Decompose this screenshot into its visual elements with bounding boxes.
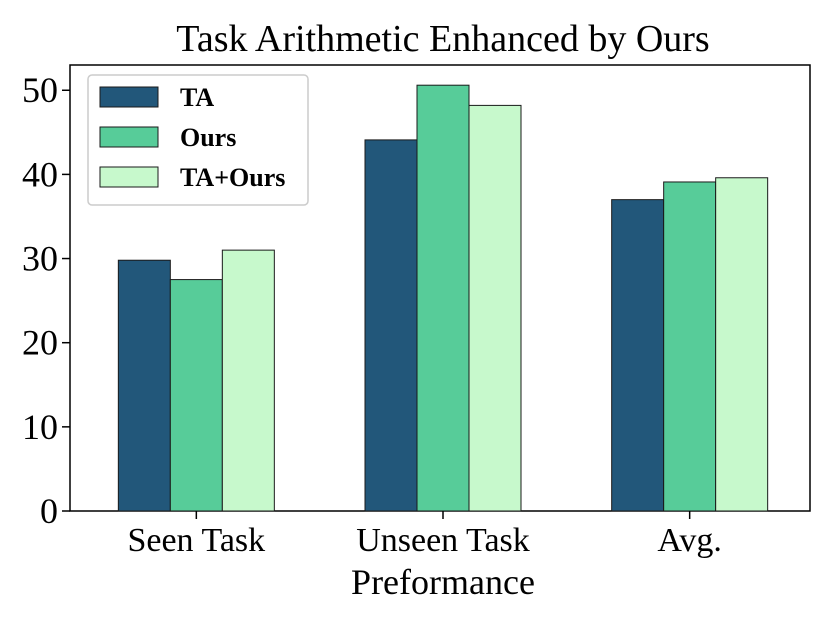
legend-label: TA [180,83,214,112]
legend: TA Ours TA+Ours [87,74,309,206]
x-tick-label: Unseen Task [356,522,530,559]
bar-ours-1 [416,84,470,512]
legend-swatch-ta-ours [99,166,159,188]
y-axis: 0 10 20 30 40 50 [22,70,70,531]
bar-ta-2 [611,199,665,512]
legend-swatch-ta [99,86,159,108]
bar-ta-ours-2 [715,177,769,512]
bar-ta-1 [364,139,418,512]
legend-label: Ours [180,123,236,152]
bar-ours-0 [169,279,223,512]
bars-group [117,84,769,512]
y-tick-label: 40 [22,154,58,194]
y-tick-label: 20 [22,323,58,363]
bar-ours-2 [663,181,717,512]
x-axis: Seen Task Unseen Task Avg. [127,511,722,559]
chart-title: Task Arithmetic Enhanced by Ours [176,18,709,60]
x-tick-label: Seen Task [127,522,265,559]
legend-label: TA+Ours [180,163,285,192]
x-axis-label: Preformance [351,562,535,602]
legend-swatch-ours [99,126,159,148]
bar-ta-ours-1 [468,104,522,512]
bar-ta-0 [117,259,171,512]
x-tick-label: Avg. [657,522,722,559]
y-tick-label: 10 [22,407,58,447]
y-tick-label: 30 [22,239,58,279]
y-tick-label: 0 [40,491,58,531]
y-tick-label: 50 [22,70,58,110]
bar-ta-ours-0 [221,249,275,512]
